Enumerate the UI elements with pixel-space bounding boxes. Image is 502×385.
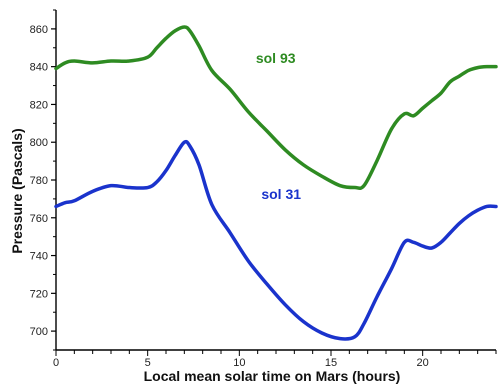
series-label-sol-31: sol 31 [261,186,301,202]
y-tick-label: 700 [30,326,48,338]
x-tick-label: 5 [145,357,151,369]
y-tick-label: 740 [30,251,48,263]
y-axis-title: Pressure (Pascals) [9,128,25,253]
x-axis-title: Local mean solar time on Mars (hours) [144,368,401,384]
series-label-sol-93: sol 93 [256,50,296,66]
y-tick-label: 820 [30,99,48,111]
x-tick-label: 0 [53,357,59,369]
x-tick-label: 10 [233,357,245,369]
plot-area: 700 720 740 760 780 800 820 840 860 0 5 10 15 20 sol 9… [30,9,498,369]
y-tick-label: 780 [30,175,48,187]
y-tick-label: 800 [30,137,48,149]
y-tick-label: 840 [30,62,48,74]
series-line-sol-93 [54,25,498,191]
series-line-sol-31 [54,139,498,341]
x-tick-label: 15 [325,357,337,369]
y-tick-label: 720 [30,288,48,300]
y-tick-label: 760 [30,213,48,225]
y-tick-label: 860 [30,24,48,36]
x-tick-label: 20 [417,357,429,369]
